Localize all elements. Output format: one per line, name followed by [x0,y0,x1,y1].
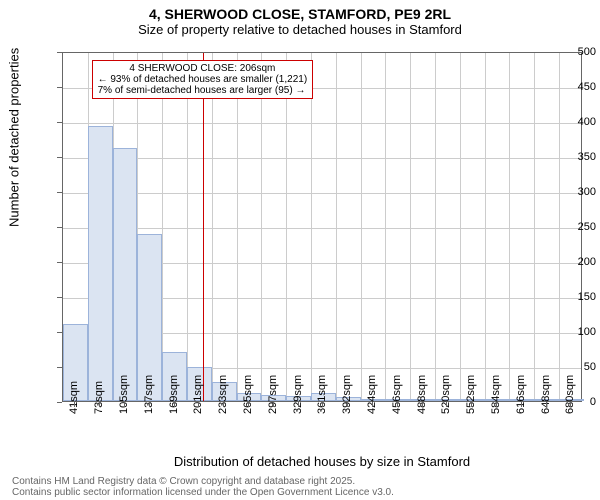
y-tick-label: 50 [538,361,596,373]
annotation-line: 4 SHERWOOD CLOSE: 206sqm [98,63,308,74]
gridline-v [237,53,238,401]
x-tick-mark [372,402,373,407]
histogram-bar [113,148,138,401]
y-tick-mark [57,402,62,403]
y-tick-mark [57,262,62,263]
y-tick-label: 350 [538,151,596,163]
y-tick-label: 250 [538,221,596,233]
y-tick-label: 500 [538,46,596,58]
x-tick-mark [347,402,348,407]
footer-line-1: Contains HM Land Registry data © Crown c… [12,476,394,487]
annotation-box: 4 SHERWOOD CLOSE: 206sqm← 93% of detache… [92,60,314,99]
x-tick-mark [74,402,75,407]
x-tick-mark [124,402,125,407]
annotation-line: ← 93% of detached houses are smaller (1,… [98,74,308,85]
y-tick-label: 450 [538,81,596,93]
gridline-v [311,53,312,401]
y-tick-mark [57,122,62,123]
y-tick-mark [57,157,62,158]
gridline-v [212,53,213,401]
y-tick-label: 300 [538,186,596,198]
x-tick-mark [198,402,199,407]
gridline-v [435,53,436,401]
y-tick-label: 150 [538,291,596,303]
x-tick-mark [570,402,571,407]
x-tick-mark [223,402,224,407]
footer-line-2: Contains public sector information licen… [12,487,394,498]
x-tick-mark [422,402,423,407]
footer-attribution: Contains HM Land Registry data © Crown c… [12,476,394,498]
x-axis-label: Distribution of detached houses by size … [62,454,582,469]
x-tick-mark [248,402,249,407]
gridline-v [286,53,287,401]
x-tick-mark [546,402,547,407]
gridline-h [63,193,581,194]
y-tick-mark [57,332,62,333]
y-tick-label: 400 [538,116,596,128]
gridline-v [509,53,510,401]
x-tick-mark [446,402,447,407]
chart-subtitle: Size of property relative to detached ho… [0,22,600,41]
chart-container: 4, SHERWOOD CLOSE, STAMFORD, PE9 2RL Siz… [0,0,600,500]
gridline-h [63,123,581,124]
y-tick-mark [57,192,62,193]
reference-line [203,53,204,401]
gridline-h [63,158,581,159]
y-tick-label: 200 [538,256,596,268]
x-tick-mark [471,402,472,407]
x-tick-mark [174,402,175,407]
y-tick-mark [57,52,62,53]
histogram-bar [88,126,113,401]
gridline-v [336,53,337,401]
gridline-v [361,53,362,401]
gridline-v [410,53,411,401]
x-tick-mark [521,402,522,407]
plot-area: 4 SHERWOOD CLOSE: 206sqm← 93% of detache… [62,52,582,402]
gridline-v [187,53,188,401]
gridline-v [534,53,535,401]
x-tick-mark [496,402,497,407]
annotation-line: 7% of semi-detached houses are larger (9… [98,85,308,96]
x-tick-mark [273,402,274,407]
y-tick-label: 100 [538,326,596,338]
x-tick-mark [298,402,299,407]
y-tick-mark [57,367,62,368]
gridline-h [63,228,581,229]
x-tick-mark [149,402,150,407]
y-tick-mark [57,87,62,88]
gridline-v [261,53,262,401]
y-tick-mark [57,297,62,298]
x-tick-mark [397,402,398,407]
y-tick-mark [57,227,62,228]
gridline-v [485,53,486,401]
x-tick-mark [322,402,323,407]
x-tick-mark [99,402,100,407]
gridline-v [460,53,461,401]
gridline-v [162,53,163,401]
chart-title: 4, SHERWOOD CLOSE, STAMFORD, PE9 2RL [0,0,600,22]
gridline-v [385,53,386,401]
